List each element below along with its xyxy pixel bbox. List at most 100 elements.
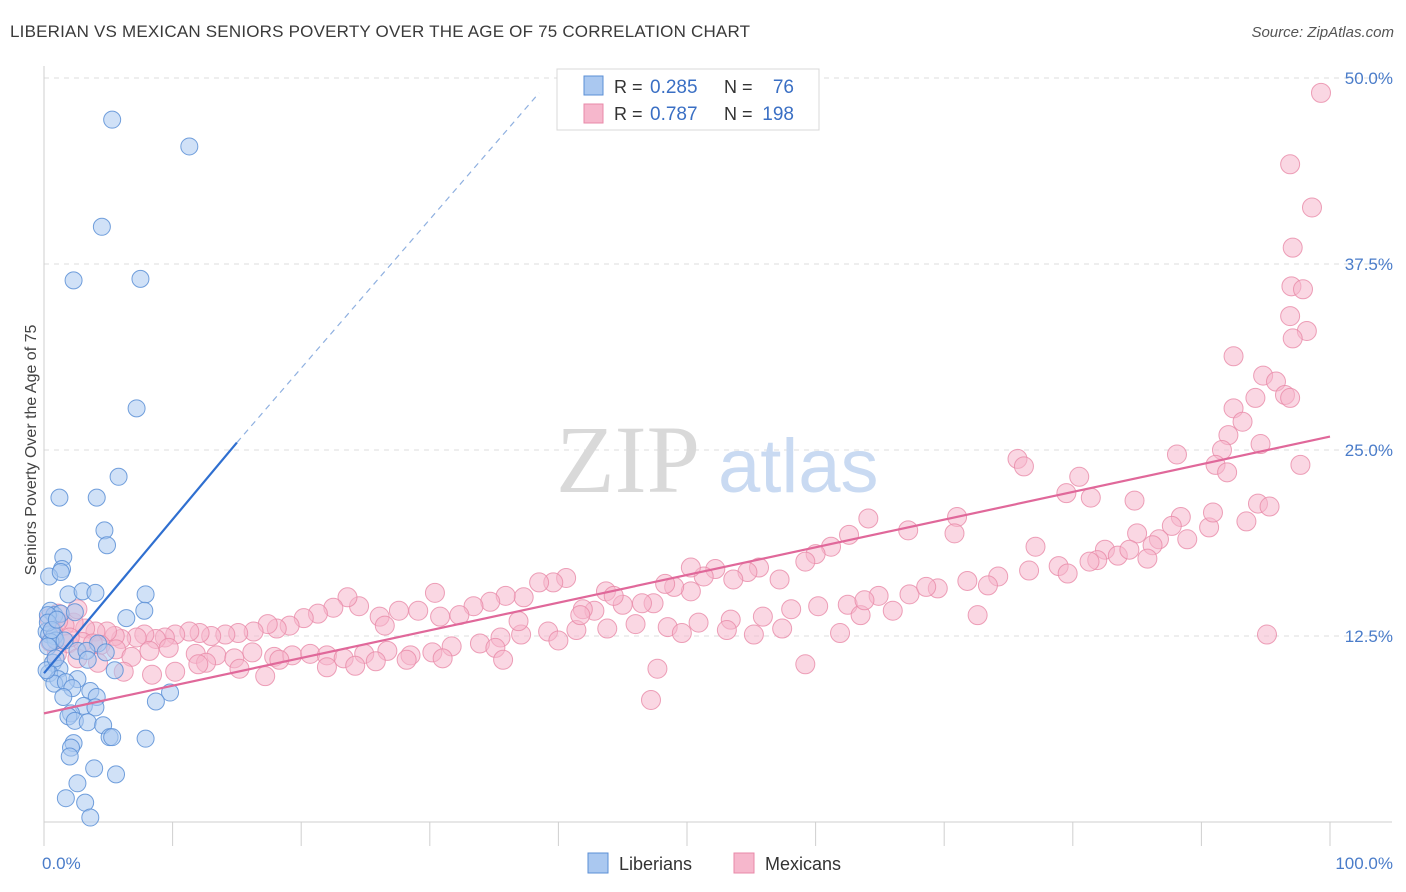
mexican-point-74 [408, 600, 429, 621]
mexican-point-135 [688, 612, 709, 633]
mexican-point-192 [1177, 529, 1198, 550]
liberian-point-61 [136, 729, 155, 748]
liberian-point-67 [68, 774, 87, 793]
mexican-point-35 [1127, 523, 1148, 544]
chart-title: LIBERIAN VS MEXICAN SENIORS POVERTY OVER… [10, 22, 751, 41]
liberian-point-1 [180, 137, 199, 156]
mexican-point-116 [242, 642, 263, 663]
mexican-point-151 [772, 618, 793, 639]
liberian-point-18 [136, 585, 155, 604]
mexican-point-132 [597, 618, 618, 639]
liberian-point-37 [78, 650, 97, 669]
mexican-point-155 [882, 600, 903, 621]
mexican-point-39 [1025, 536, 1046, 557]
mexican-point-165 [165, 661, 186, 682]
grid-lines [44, 77, 1392, 637]
mexican-point-28 [1080, 487, 1101, 508]
mexican-point-154 [967, 605, 988, 626]
watermark-atlas: atlas [718, 424, 879, 509]
legend-n-value-1: 76 [773, 77, 794, 98]
mexican-point-56 [680, 581, 701, 602]
mexican-point-160 [365, 651, 386, 672]
mexican-point-68 [513, 587, 534, 608]
mexican-point-53 [723, 569, 744, 590]
mexican-point-43 [944, 523, 965, 544]
liberian-point-6 [109, 467, 128, 486]
trendlines [43, 92, 1331, 715]
liberian-point-65 [85, 759, 104, 778]
liberian-point-24 [135, 601, 154, 620]
mexican-point-153 [671, 623, 692, 644]
liberian-point-60 [103, 728, 122, 747]
mexican-point-71 [463, 596, 484, 617]
mexican-point-49 [795, 551, 816, 572]
mexican-point-0 [1310, 82, 1331, 103]
liberian-point-10 [98, 536, 117, 555]
y-axis-title: Seniors Poverty Over the Age of 75 [23, 325, 40, 576]
mexican-point-177 [255, 666, 276, 687]
liberian-point-25 [117, 609, 136, 628]
liberian-point-57 [78, 713, 97, 732]
liberian-point-73 [47, 610, 66, 629]
mexican-point-45 [858, 508, 879, 529]
series-legend: Liberians Mexicans [587, 852, 841, 874]
mexican-point-186 [743, 624, 764, 645]
y-tick-label-2: 37.5% [1345, 255, 1393, 274]
mexican-point-112 [158, 637, 179, 658]
mexican-point-111 [139, 640, 160, 661]
mexican-point-189 [977, 575, 998, 596]
mexican-trendline [43, 435, 1331, 715]
mexican-point-148 [1079, 551, 1100, 572]
mexican-point-14 [1245, 387, 1266, 408]
mexican-point-137 [752, 606, 773, 627]
mexican-point-184 [374, 615, 395, 636]
mexican-point-73 [424, 582, 445, 603]
liberian-trendline-extension [236, 92, 540, 443]
liberian-point-40 [105, 661, 124, 680]
mexican-point-32 [1236, 511, 1257, 532]
bottom-legend-swatch-mexicans [733, 852, 755, 874]
legend-r-value-1: 0.285 [650, 77, 698, 98]
mexican-point-166 [142, 664, 163, 685]
mexican-point-2 [1301, 197, 1322, 218]
mexican-point-8 [1282, 328, 1303, 349]
mexican-point-18 [1250, 434, 1271, 455]
mexican-point-6 [1280, 306, 1301, 327]
mexican-point-146 [1019, 560, 1040, 581]
legend-n-label-2: N = [724, 104, 753, 124]
x-tick-label-max: 100.0% [1335, 854, 1393, 873]
liberian-point-22 [65, 603, 84, 622]
bottom-legend-liberians: Liberians [619, 854, 692, 874]
mexican-point-174 [493, 649, 514, 670]
axes [43, 66, 1392, 846]
mexican-point-182 [430, 606, 451, 627]
legend-r-value-2: 0.787 [650, 104, 698, 125]
liberian-point-3 [64, 271, 83, 290]
mexican-point-194 [1202, 502, 1223, 523]
liberian-point-7 [50, 488, 69, 507]
chart-source: Source: ZipAtlas.com [1251, 24, 1394, 41]
mexican-point-5 [1292, 279, 1313, 300]
liberian-point-64 [60, 747, 79, 766]
mexican-point-162 [269, 649, 290, 670]
mexican-point-9 [1223, 346, 1244, 367]
mexican-point-183 [508, 611, 529, 632]
mexican-point-199 [345, 655, 366, 676]
liberian-point-48 [161, 683, 180, 702]
mexican-point-173 [396, 649, 417, 670]
mexican-point-133 [625, 614, 646, 635]
legend-r-label-1: R = [614, 77, 643, 97]
mexican-point-159 [432, 648, 453, 669]
mexican-point-142 [899, 584, 920, 605]
mexican-point-185 [570, 605, 591, 626]
mexican-point-144 [957, 570, 978, 591]
liberian-point-36 [96, 643, 115, 662]
legend-swatch-liberians [583, 75, 604, 96]
liberian-point-8 [87, 488, 106, 507]
liberian-point-17 [86, 583, 105, 602]
mexican-point-163 [229, 658, 250, 679]
mexican-point-67 [529, 572, 550, 593]
mexican-point-13 [1280, 387, 1301, 408]
mexican-point-25 [1013, 456, 1034, 477]
